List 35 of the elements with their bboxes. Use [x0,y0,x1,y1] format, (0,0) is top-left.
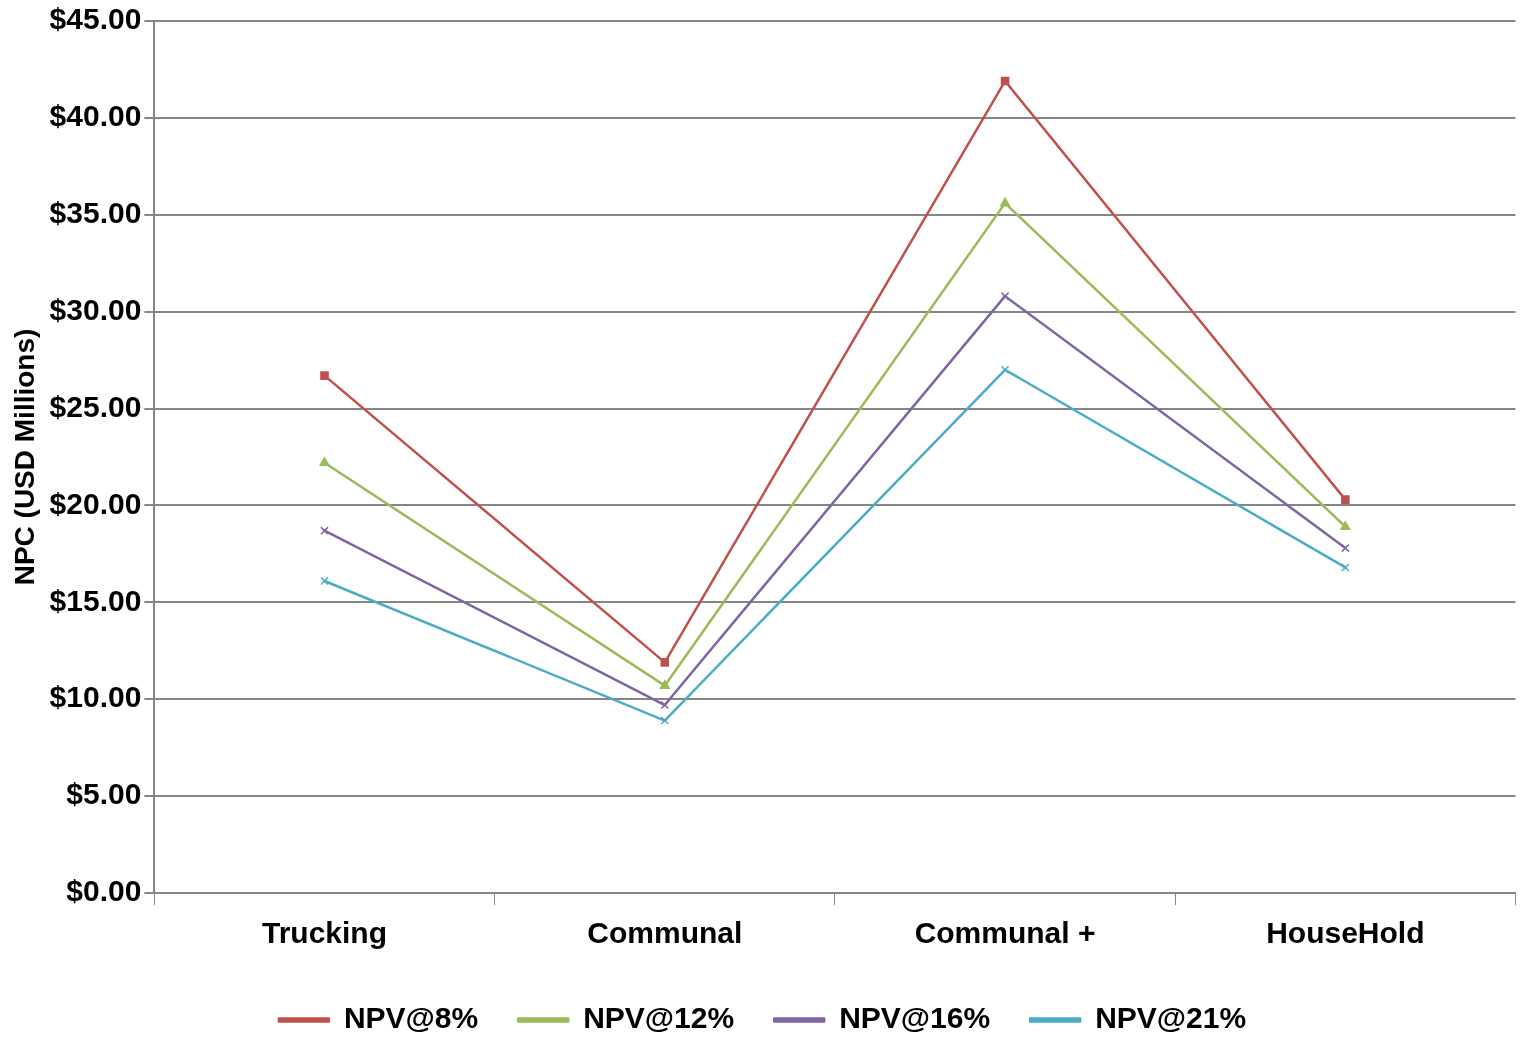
point [1340,521,1351,531]
point [320,526,329,535]
legend-label: NPV@21% [1095,1001,1247,1035]
point [1341,563,1350,572]
y-tick-label: $20.00 [49,486,142,520]
point [1341,495,1350,504]
legend-label: NPV@16% [839,1001,991,1035]
y-tick-label: $25.00 [49,389,142,423]
point [1000,291,1010,301]
point [1000,76,1010,86]
point [999,197,1011,207]
point [660,658,670,667]
x-tick-label: Communal [587,916,743,950]
x-tick-label: Trucking [261,916,388,950]
y-tick-label: $45.00 [49,2,142,36]
x-tick-label: Communal + [914,916,1096,950]
y-tick-label: $15.00 [49,583,142,617]
x-tick-label: HouseHold [1266,916,1425,950]
point [320,371,329,380]
point [1341,543,1350,553]
point [660,700,670,710]
legend-label: NPV@8% [343,1001,479,1035]
legend-label: NPV@12% [583,1001,735,1035]
y-tick-label: $0.00 [66,874,142,908]
y-tick-label: $40.00 [49,99,142,133]
y-tick-label: $10.00 [49,680,142,714]
y-tick-label: $35.00 [49,196,142,230]
point [1000,365,1010,375]
point [319,457,330,467]
point [660,716,670,725]
point [320,576,329,586]
y-tick-label: $5.00 [66,777,142,811]
y-axis-title: NPC (USD Millions) [8,328,40,586]
point [659,679,670,689]
y-tick-label: $30.00 [49,292,142,326]
